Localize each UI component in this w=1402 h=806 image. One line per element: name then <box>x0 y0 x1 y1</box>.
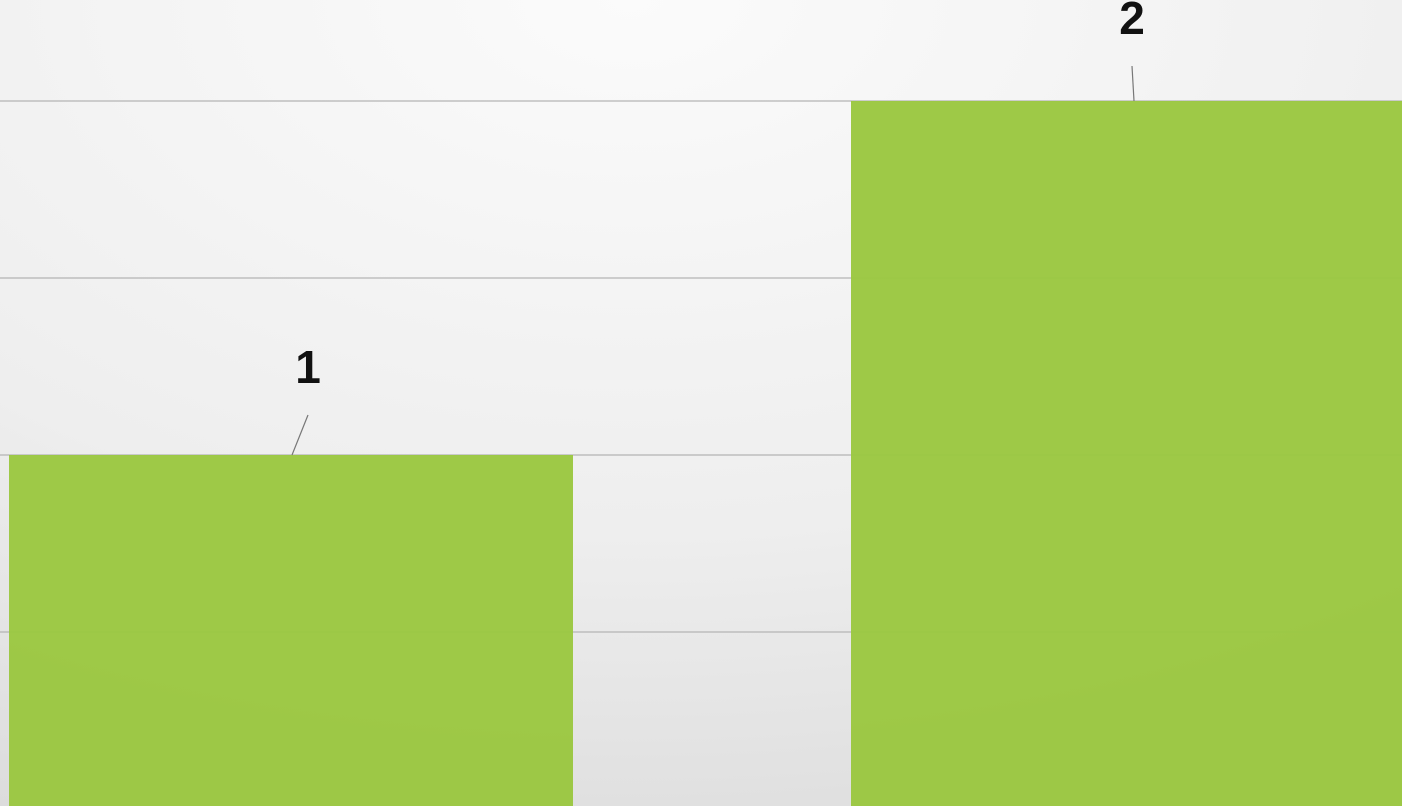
data-label: 2 <box>1119 0 1145 44</box>
data-label: 1 <box>295 341 321 393</box>
bar <box>9 455 573 806</box>
bar <box>851 101 1402 806</box>
leader-line <box>291 414 309 456</box>
leader-line <box>1131 65 1135 102</box>
